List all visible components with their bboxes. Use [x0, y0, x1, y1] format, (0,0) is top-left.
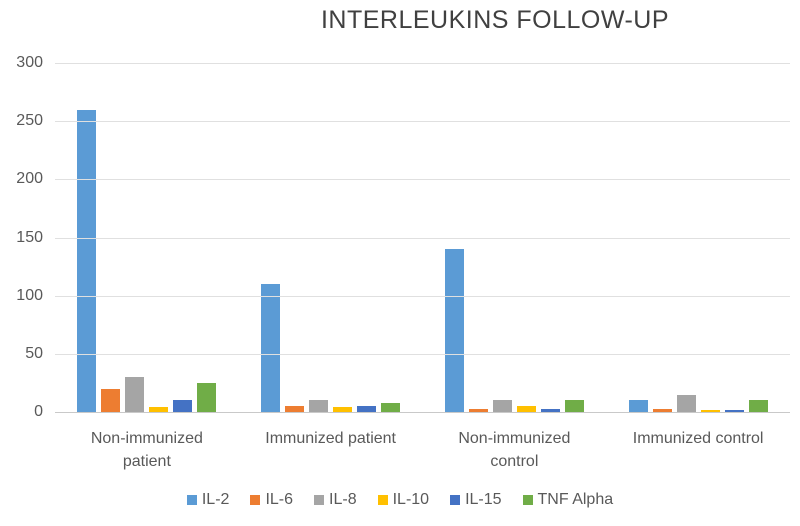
legend: IL-2 IL-6 IL-8 IL-10 IL-15 TNF Alpha	[0, 491, 800, 509]
legend-item-tnf-alpha: TNF Alpha	[522, 491, 614, 509]
legend-label: TNF Alpha	[537, 491, 614, 508]
bar-il-15	[724, 409, 744, 412]
y-tick-label: 150	[16, 228, 43, 246]
bar-groups-container	[55, 63, 790, 412]
bar-il-6	[285, 406, 305, 412]
chart-title: INTERLEUKINS FOLLOW-UP	[320, 6, 670, 34]
plot-area	[55, 63, 790, 413]
bar-il-2	[77, 109, 97, 412]
x-category: Immunized patient	[239, 427, 423, 473]
legend-swatch-icon	[250, 495, 261, 505]
bar-il-8	[676, 394, 696, 412]
y-axis: 0 50 100 150 200 250 300	[0, 55, 43, 420]
legend-item-il-6: IL-6	[250, 491, 293, 509]
gridline	[55, 353, 790, 355]
legend-swatch-icon	[450, 495, 461, 505]
bar-il-15	[540, 408, 560, 412]
bar-il-2	[628, 400, 648, 412]
bar-il-10	[700, 409, 720, 412]
x-category-label: Non-immunized control	[458, 430, 571, 471]
legend-swatch-icon	[186, 495, 197, 505]
x-category-label: Immunized control	[632, 430, 764, 447]
legend-label: IL-15	[465, 491, 502, 508]
bar-il-8	[309, 400, 329, 412]
legend-swatch-icon	[314, 495, 325, 505]
gridline	[55, 295, 790, 297]
legend-item-il-8: IL-8	[314, 491, 357, 509]
gridline	[55, 237, 790, 239]
bar-group	[606, 63, 790, 412]
legend-item-il-15: IL-15	[450, 491, 502, 509]
bar-tnf-alpha	[197, 382, 217, 412]
bar-group	[55, 63, 239, 412]
y-tick-label: 50	[25, 344, 43, 362]
bar-il-6	[652, 408, 672, 412]
legend-item-il-10: IL-10	[377, 491, 430, 509]
y-tick-label: 200	[16, 170, 43, 188]
legend-label: IL-2	[201, 491, 230, 508]
legend-item-il-2: IL-2	[186, 491, 230, 509]
legend-label: IL-6	[265, 491, 294, 508]
x-category: Immunized control	[606, 427, 790, 473]
bar-group	[423, 63, 607, 412]
y-tick-label: 300	[16, 54, 43, 71]
bar-il-15	[173, 400, 193, 412]
x-axis: Non-immunized patient Immunized patient No…	[55, 427, 790, 473]
gridline	[55, 63, 790, 64]
y-tick-label: 250	[16, 112, 43, 130]
gridline	[55, 121, 790, 123]
bar-il-6	[101, 388, 121, 412]
bar-tnf-alpha	[748, 400, 768, 412]
bar-tnf-alpha	[381, 402, 401, 412]
legend-swatch-icon	[522, 495, 533, 505]
bar-il-2	[444, 249, 464, 412]
bar-il-8	[125, 377, 145, 412]
bar-group	[239, 63, 423, 412]
x-category: Non-immunized patient	[55, 427, 239, 473]
bar-il-10	[333, 407, 353, 412]
bar-tnf-alpha	[564, 400, 584, 412]
legend-label: IL-8	[329, 491, 357, 508]
bar-il-15	[357, 406, 377, 412]
bar-il-10	[149, 407, 169, 412]
bar-il-2	[261, 284, 281, 412]
x-category-label: Non-immunized patient	[90, 430, 203, 471]
x-category-label: Immunized patient	[265, 430, 396, 447]
bar-il-10	[516, 406, 536, 412]
bar-il-6	[468, 408, 488, 412]
legend-swatch-icon	[377, 495, 388, 505]
y-tick-label: 0	[34, 403, 43, 420]
gridline	[55, 179, 790, 181]
bar-il-8	[492, 400, 512, 412]
x-category: Non-immunized control	[423, 427, 607, 473]
y-tick-label: 100	[16, 286, 43, 304]
legend-label: IL-10	[392, 491, 430, 508]
